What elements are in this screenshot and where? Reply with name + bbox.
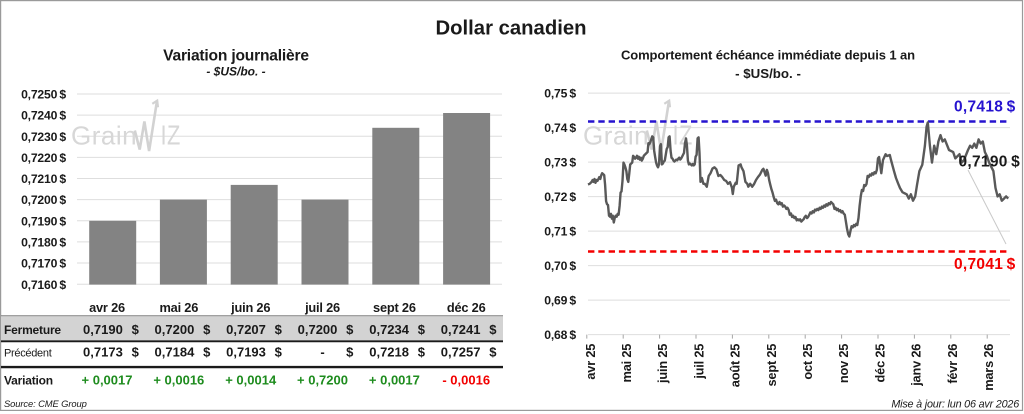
svg-text:0,7218: 0,7218 bbox=[369, 345, 409, 360]
svg-text:- 0,0016: - 0,0016 bbox=[442, 373, 490, 388]
svg-text:+ 0,0014: + 0,0014 bbox=[225, 373, 277, 388]
svg-text:0,7190: 0,7190 bbox=[83, 322, 123, 337]
svg-text:0,74 $: 0,74 $ bbox=[544, 121, 576, 135]
svg-text:+ 0,0016: + 0,0016 bbox=[153, 373, 204, 388]
svg-text:+ 0,0017: + 0,0017 bbox=[369, 373, 420, 388]
svg-text:0,75 $: 0,75 $ bbox=[544, 87, 576, 101]
svg-text:- $US/bo. -: - $US/bo. - bbox=[206, 65, 265, 79]
svg-text:$: $ bbox=[203, 322, 211, 337]
svg-text:0,7200: 0,7200 bbox=[155, 322, 195, 337]
svg-text:Mise à jour: lun 06 avr 2026: Mise à jour: lun 06 avr 2026 bbox=[891, 398, 1019, 410]
svg-text:juil 26: juil 26 bbox=[304, 300, 340, 315]
svg-text:0,7230 $: 0,7230 $ bbox=[21, 130, 66, 144]
svg-text:mai 25: mai 25 bbox=[619, 344, 634, 383]
svg-text:IZ: IZ bbox=[161, 120, 181, 151]
svg-text:+ 0,0017: + 0,0017 bbox=[82, 373, 133, 388]
svg-text:IZ: IZ bbox=[673, 120, 693, 151]
svg-text:0,7418 $: 0,7418 $ bbox=[954, 99, 1016, 116]
svg-text:$: $ bbox=[346, 322, 354, 337]
svg-text:0,70 $: 0,70 $ bbox=[544, 259, 576, 273]
svg-text:0,7160 $: 0,7160 $ bbox=[21, 278, 66, 292]
svg-text:0,7041 $: 0,7041 $ bbox=[954, 256, 1016, 273]
svg-text:juil 25: juil 25 bbox=[691, 344, 706, 380]
svg-text:0,7234: 0,7234 bbox=[369, 322, 410, 337]
svg-text:$: $ bbox=[418, 345, 426, 360]
svg-text:0,69 $: 0,69 $ bbox=[544, 294, 576, 308]
svg-text:0,7190 $: 0,7190 $ bbox=[958, 153, 1020, 170]
svg-text:0,7193: 0,7193 bbox=[226, 345, 266, 360]
svg-text:$: $ bbox=[418, 322, 426, 337]
svg-text:Précédent: Précédent bbox=[4, 348, 52, 360]
svg-text:$: $ bbox=[346, 345, 354, 360]
svg-text:0,7184: 0,7184 bbox=[155, 345, 196, 360]
svg-text:$: $ bbox=[203, 345, 211, 360]
svg-text:0,73 $: 0,73 $ bbox=[544, 156, 576, 170]
svg-text:0,7190 $: 0,7190 $ bbox=[21, 214, 66, 228]
svg-text:févr 26: févr 26 bbox=[945, 344, 960, 384]
svg-text:- $US/bo. -: - $US/bo. - bbox=[735, 66, 801, 81]
svg-text:0,7220 $: 0,7220 $ bbox=[21, 151, 66, 165]
svg-text:oct 25: oct 25 bbox=[800, 344, 815, 380]
svg-text:0,7250 $: 0,7250 $ bbox=[21, 88, 66, 102]
svg-text:0,7173: 0,7173 bbox=[83, 345, 123, 360]
svg-text:0,7200: 0,7200 bbox=[298, 322, 338, 337]
svg-text:avr 25: avr 25 bbox=[583, 344, 598, 380]
svg-text:sept 26: sept 26 bbox=[373, 300, 416, 315]
svg-text:Source: CME Group: Source: CME Group bbox=[4, 398, 87, 409]
svg-text:sept 25: sept 25 bbox=[764, 344, 779, 387]
svg-text:déc 26: déc 26 bbox=[447, 300, 486, 315]
svg-text:$: $ bbox=[489, 345, 497, 360]
svg-text:0,7200 $: 0,7200 $ bbox=[21, 193, 66, 207]
svg-text:0,7170 $: 0,7170 $ bbox=[21, 257, 66, 271]
svg-text:Comportement échéance immédiat: Comportement échéance immédiate depuis 1… bbox=[621, 48, 915, 63]
svg-text:Dollar canadien: Dollar canadien bbox=[435, 18, 586, 40]
svg-text:janv 26: janv 26 bbox=[909, 344, 924, 387]
svg-text:0,7180 $: 0,7180 $ bbox=[21, 236, 66, 250]
svg-text:Variation journalière: Variation journalière bbox=[163, 48, 309, 65]
svg-text:Fermeture: Fermeture bbox=[4, 323, 61, 337]
svg-text:0,7210 $: 0,7210 $ bbox=[21, 172, 66, 186]
svg-text:Grain: Grain bbox=[583, 121, 649, 151]
svg-text:0,72 $: 0,72 $ bbox=[544, 190, 576, 204]
svg-text:0,7257: 0,7257 bbox=[441, 345, 481, 360]
svg-text:0,71 $: 0,71 $ bbox=[544, 225, 576, 239]
svg-text:$: $ bbox=[489, 322, 497, 337]
svg-text:avr 26: avr 26 bbox=[89, 300, 125, 315]
svg-text:mai 26: mai 26 bbox=[159, 300, 198, 315]
svg-text:Grain: Grain bbox=[71, 121, 137, 151]
svg-text:$: $ bbox=[275, 345, 283, 360]
svg-text:$: $ bbox=[132, 345, 140, 360]
svg-text:$: $ bbox=[132, 322, 140, 337]
svg-text:Variation: Variation bbox=[4, 374, 53, 388]
svg-text:0,7241: 0,7241 bbox=[441, 322, 481, 337]
svg-text:nov 25: nov 25 bbox=[836, 344, 851, 383]
svg-text:juin 25: juin 25 bbox=[655, 344, 670, 384]
svg-text:0,68 $: 0,68 $ bbox=[544, 328, 576, 342]
svg-text:$: $ bbox=[275, 322, 283, 337]
svg-text:août 25: août 25 bbox=[728, 344, 743, 387]
svg-text:juin 26: juin 26 bbox=[230, 300, 270, 315]
svg-text:+ 0,7200: + 0,7200 bbox=[297, 373, 348, 388]
svg-text:0,7207: 0,7207 bbox=[226, 322, 266, 337]
svg-text:mars 26: mars 26 bbox=[981, 344, 996, 391]
svg-text:0,7240 $: 0,7240 $ bbox=[21, 109, 66, 123]
svg-text:déc 25: déc 25 bbox=[872, 344, 887, 383]
svg-text:-: - bbox=[320, 345, 324, 360]
